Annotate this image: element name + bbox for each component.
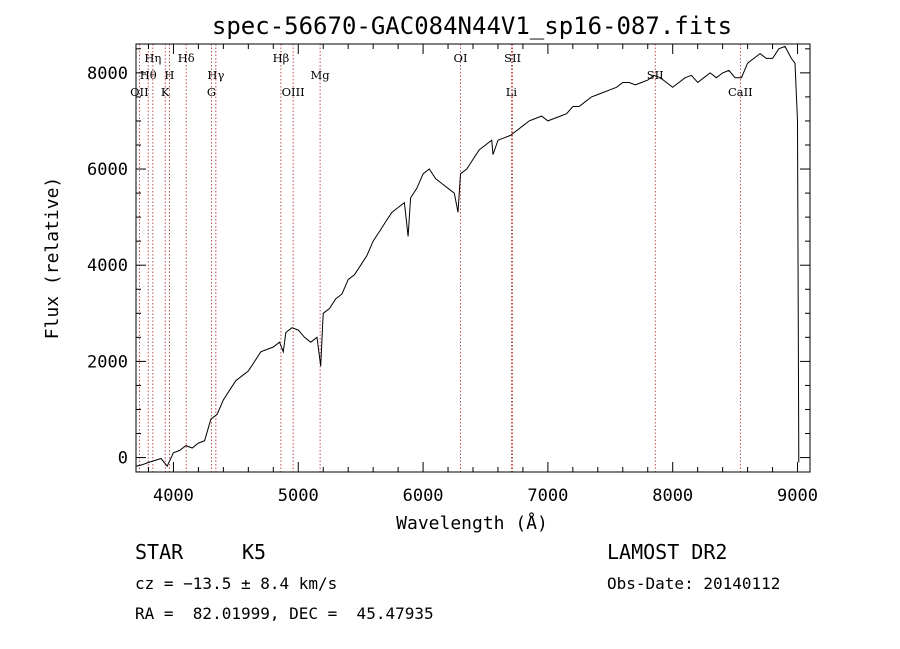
x-tick-label: 8000 — [652, 486, 693, 506]
spectral-line-label: Hη — [144, 51, 161, 65]
ra-dec-coordinates: RA = 82.01999, DEC = 45.47935 — [135, 604, 434, 623]
spectral-line-label: OI — [454, 51, 468, 65]
y-tick-label: 0 — [118, 449, 128, 469]
x-tick-label: 6000 — [403, 486, 444, 506]
spectral-line-markers: OII Hη Hθ HK Hδ Hγ G Hβ OIII Mg OI SII Li SII CaII — [130, 44, 753, 472]
spectral-line-label: OIII — [282, 85, 305, 99]
spectral-line-label: G — [207, 85, 216, 99]
y-tick-label: 2000 — [87, 352, 128, 372]
plot-frame — [135, 43, 811, 473]
redshift-cz: cz = −13.5 ± 8.4 km/s — [135, 574, 338, 593]
y-axis-label: Flux (relative) — [42, 177, 63, 340]
spectral-line-label: CaII — [728, 85, 753, 99]
spectral-line-label: Mg — [311, 68, 331, 82]
spectral-line-label: K — [161, 85, 170, 99]
axis-ticks: 4000 5000 6000 7000 8000 9000 0 2000 4000 6000 800… — [87, 44, 818, 506]
chart-title: spec-56670-GAC084N44V1_sp16-087.fits — [212, 12, 732, 40]
x-tick-label: 5000 — [278, 486, 319, 506]
spectral-line-label: OII — [130, 85, 149, 99]
spectral-line-label: SII — [504, 51, 521, 65]
spectrum-series-line — [135, 45, 800, 468]
spectral-line-label: H — [164, 68, 174, 82]
spectral-line-label: Hγ — [207, 68, 224, 82]
spectral-line-label: Hδ — [178, 51, 195, 65]
y-tick-label: 8000 — [87, 64, 128, 84]
observation-date: Obs-Date: 20140112 — [607, 574, 781, 593]
object-subclass: K5 — [242, 540, 267, 564]
object-class: STAR — [135, 540, 184, 564]
spectral-line-label: Hθ — [140, 68, 157, 82]
x-tick-label: 7000 — [527, 486, 568, 506]
y-tick-label: 6000 — [87, 160, 128, 180]
spectral-line-label: Li — [506, 85, 518, 99]
y-tick-label: 4000 — [87, 256, 128, 276]
x-axis-label: Wavelength (Å) — [396, 512, 548, 534]
spectral-line-label: Hβ — [273, 51, 290, 65]
x-tick-label: 9000 — [777, 486, 818, 506]
spectral-line-label: SII — [647, 68, 664, 82]
x-tick-label: 4000 — [153, 486, 194, 506]
survey-name: LAMOST DR2 — [607, 540, 728, 564]
